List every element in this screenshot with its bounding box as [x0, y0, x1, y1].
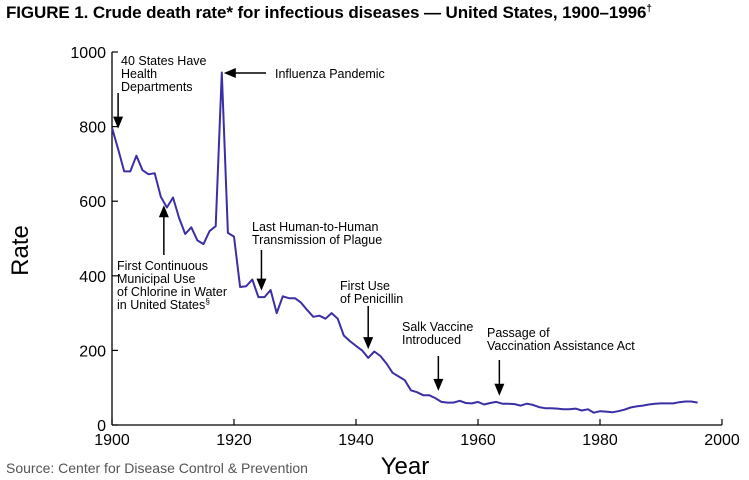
- annotation-arrowhead: [363, 337, 374, 350]
- annotation-line: Departments: [121, 80, 193, 94]
- x-tick-label: 2000: [704, 432, 740, 449]
- annotation-text: Salk Vaccine Introduced: [402, 320, 473, 347]
- y-axis-title: Rate: [7, 225, 34, 276]
- x-axis-title: Year: [381, 453, 430, 480]
- figure-title-footnote-mark: †: [646, 3, 652, 15]
- figure-title: FIGURE 1. Crude death rate* for infectio…: [6, 3, 652, 23]
- figure-title-text: FIGURE 1. Crude death rate* for infectio…: [6, 3, 647, 22]
- annotation-arrowhead: [433, 378, 444, 391]
- series-line-0: [111, 71, 698, 414]
- annotation-line: of Chlorine in Water: [117, 285, 227, 299]
- annotation-footnote-mark: §: [205, 296, 210, 306]
- annotation-arrowhead: [113, 116, 124, 129]
- annotation-line: Vaccination Assistance Act: [487, 339, 635, 353]
- chart-annotations: 40 States Have Health Departments Influenza…: [113, 54, 635, 396]
- annotation-line: Municipal Use: [117, 272, 196, 286]
- annotation-arrowhead: [494, 383, 505, 396]
- y-tick-label: 600: [79, 194, 106, 211]
- annotation-line: Passage of: [487, 326, 550, 340]
- annotation-text: 40 States Have Health Departments: [121, 54, 207, 94]
- x-tick-label: 1900: [94, 432, 130, 449]
- annotation-text: First Continuous Municipal Use of Chlorine…: [117, 259, 227, 312]
- annotation-line: of Penicillin: [340, 292, 403, 306]
- annotation-line: Influenza Pandemic: [275, 67, 385, 81]
- chart-ticks: 0 200 400 600 800 1000 1900 1920 1940 1960 1980 200…: [70, 45, 739, 449]
- y-tick-label: 0: [97, 418, 106, 435]
- x-tick-label: 1980: [582, 432, 618, 449]
- chart-axes: [111, 52, 722, 426]
- annotation-arrowhead: [223, 68, 236, 78]
- annotation-line: First Continuous: [117, 259, 208, 273]
- annotation-line: Introduced: [402, 333, 461, 347]
- annotation-line: First Use: [340, 279, 390, 293]
- x-tick-label: 1960: [460, 432, 496, 449]
- x-tick-label: 1920: [216, 432, 252, 449]
- annotation-line: 40 States Have: [121, 54, 207, 68]
- annotation-text: Last Human-to-Human Transmission of Plagu…: [252, 220, 382, 247]
- annotation-line: Last Human-to-Human: [252, 220, 378, 234]
- annotation-line: in United States: [117, 298, 205, 312]
- annotation-arrowhead: [158, 205, 169, 218]
- annotation-line: Transmission of Plague: [252, 233, 382, 247]
- y-tick-label: 1000: [70, 45, 106, 62]
- x-tick-label: 1940: [338, 432, 374, 449]
- annotation-line: Salk Vaccine: [402, 320, 473, 334]
- source-note: Source: Center for Disease Control & Pre…: [6, 460, 308, 476]
- y-tick-label: 200: [79, 343, 106, 360]
- y-tick-label: 800: [79, 120, 106, 137]
- annotation-text: Passage of Vaccination Assistance Act: [487, 326, 635, 353]
- annotation-arrowhead: [256, 278, 267, 291]
- y-tick-label: 400: [79, 269, 106, 286]
- annotation-text: First Use of Penicillin: [340, 279, 403, 306]
- chart-series: [111, 71, 698, 414]
- annotation-line: Health: [121, 67, 157, 81]
- annotation-text: Influenza Pandemic: [275, 67, 385, 81]
